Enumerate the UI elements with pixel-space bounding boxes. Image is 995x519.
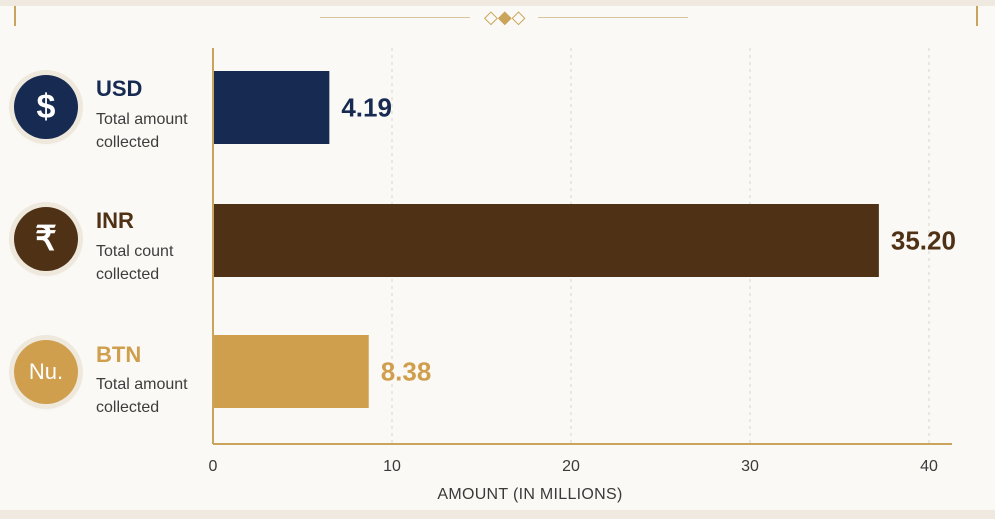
dollar-icon: $ [14, 75, 78, 139]
rupee-icon: ₹ [14, 207, 78, 271]
top-band [0, 0, 995, 6]
x-tick-label: 20 [562, 458, 580, 475]
ornament-line-right [538, 17, 688, 18]
inr-label: INR [96, 208, 134, 233]
x-tick-label: 0 [209, 458, 218, 475]
ornament-line-left [320, 17, 470, 18]
bar-btn [214, 335, 369, 408]
ngultrum-icon: Nu. [14, 340, 78, 404]
btn-description: Total amount collected [96, 376, 188, 416]
bottom-band [0, 510, 995, 519]
x-tick-label: 40 [920, 458, 938, 475]
x-axis-title: AMOUNT (IN MILLIONS) [437, 486, 623, 503]
inr-description: Total count collected [96, 243, 174, 283]
bar-inr [214, 204, 879, 277]
data-label-inr: 35.20 [891, 226, 956, 256]
data-label-usd: 4.19 [341, 93, 392, 123]
x-tick-label: 10 [383, 458, 401, 475]
usd-description: Total amount collected [96, 111, 188, 151]
data-label-btn: 8.38 [381, 357, 432, 387]
left-frame-line [14, 6, 16, 26]
usd-label: USD [96, 76, 143, 101]
x-tick-label: 30 [741, 458, 759, 475]
diamond-ornament-icon: ◇◆◇ [484, 7, 526, 27]
bar-usd [214, 71, 330, 144]
btn-label: BTN [96, 342, 142, 367]
right-frame-line [976, 6, 978, 26]
